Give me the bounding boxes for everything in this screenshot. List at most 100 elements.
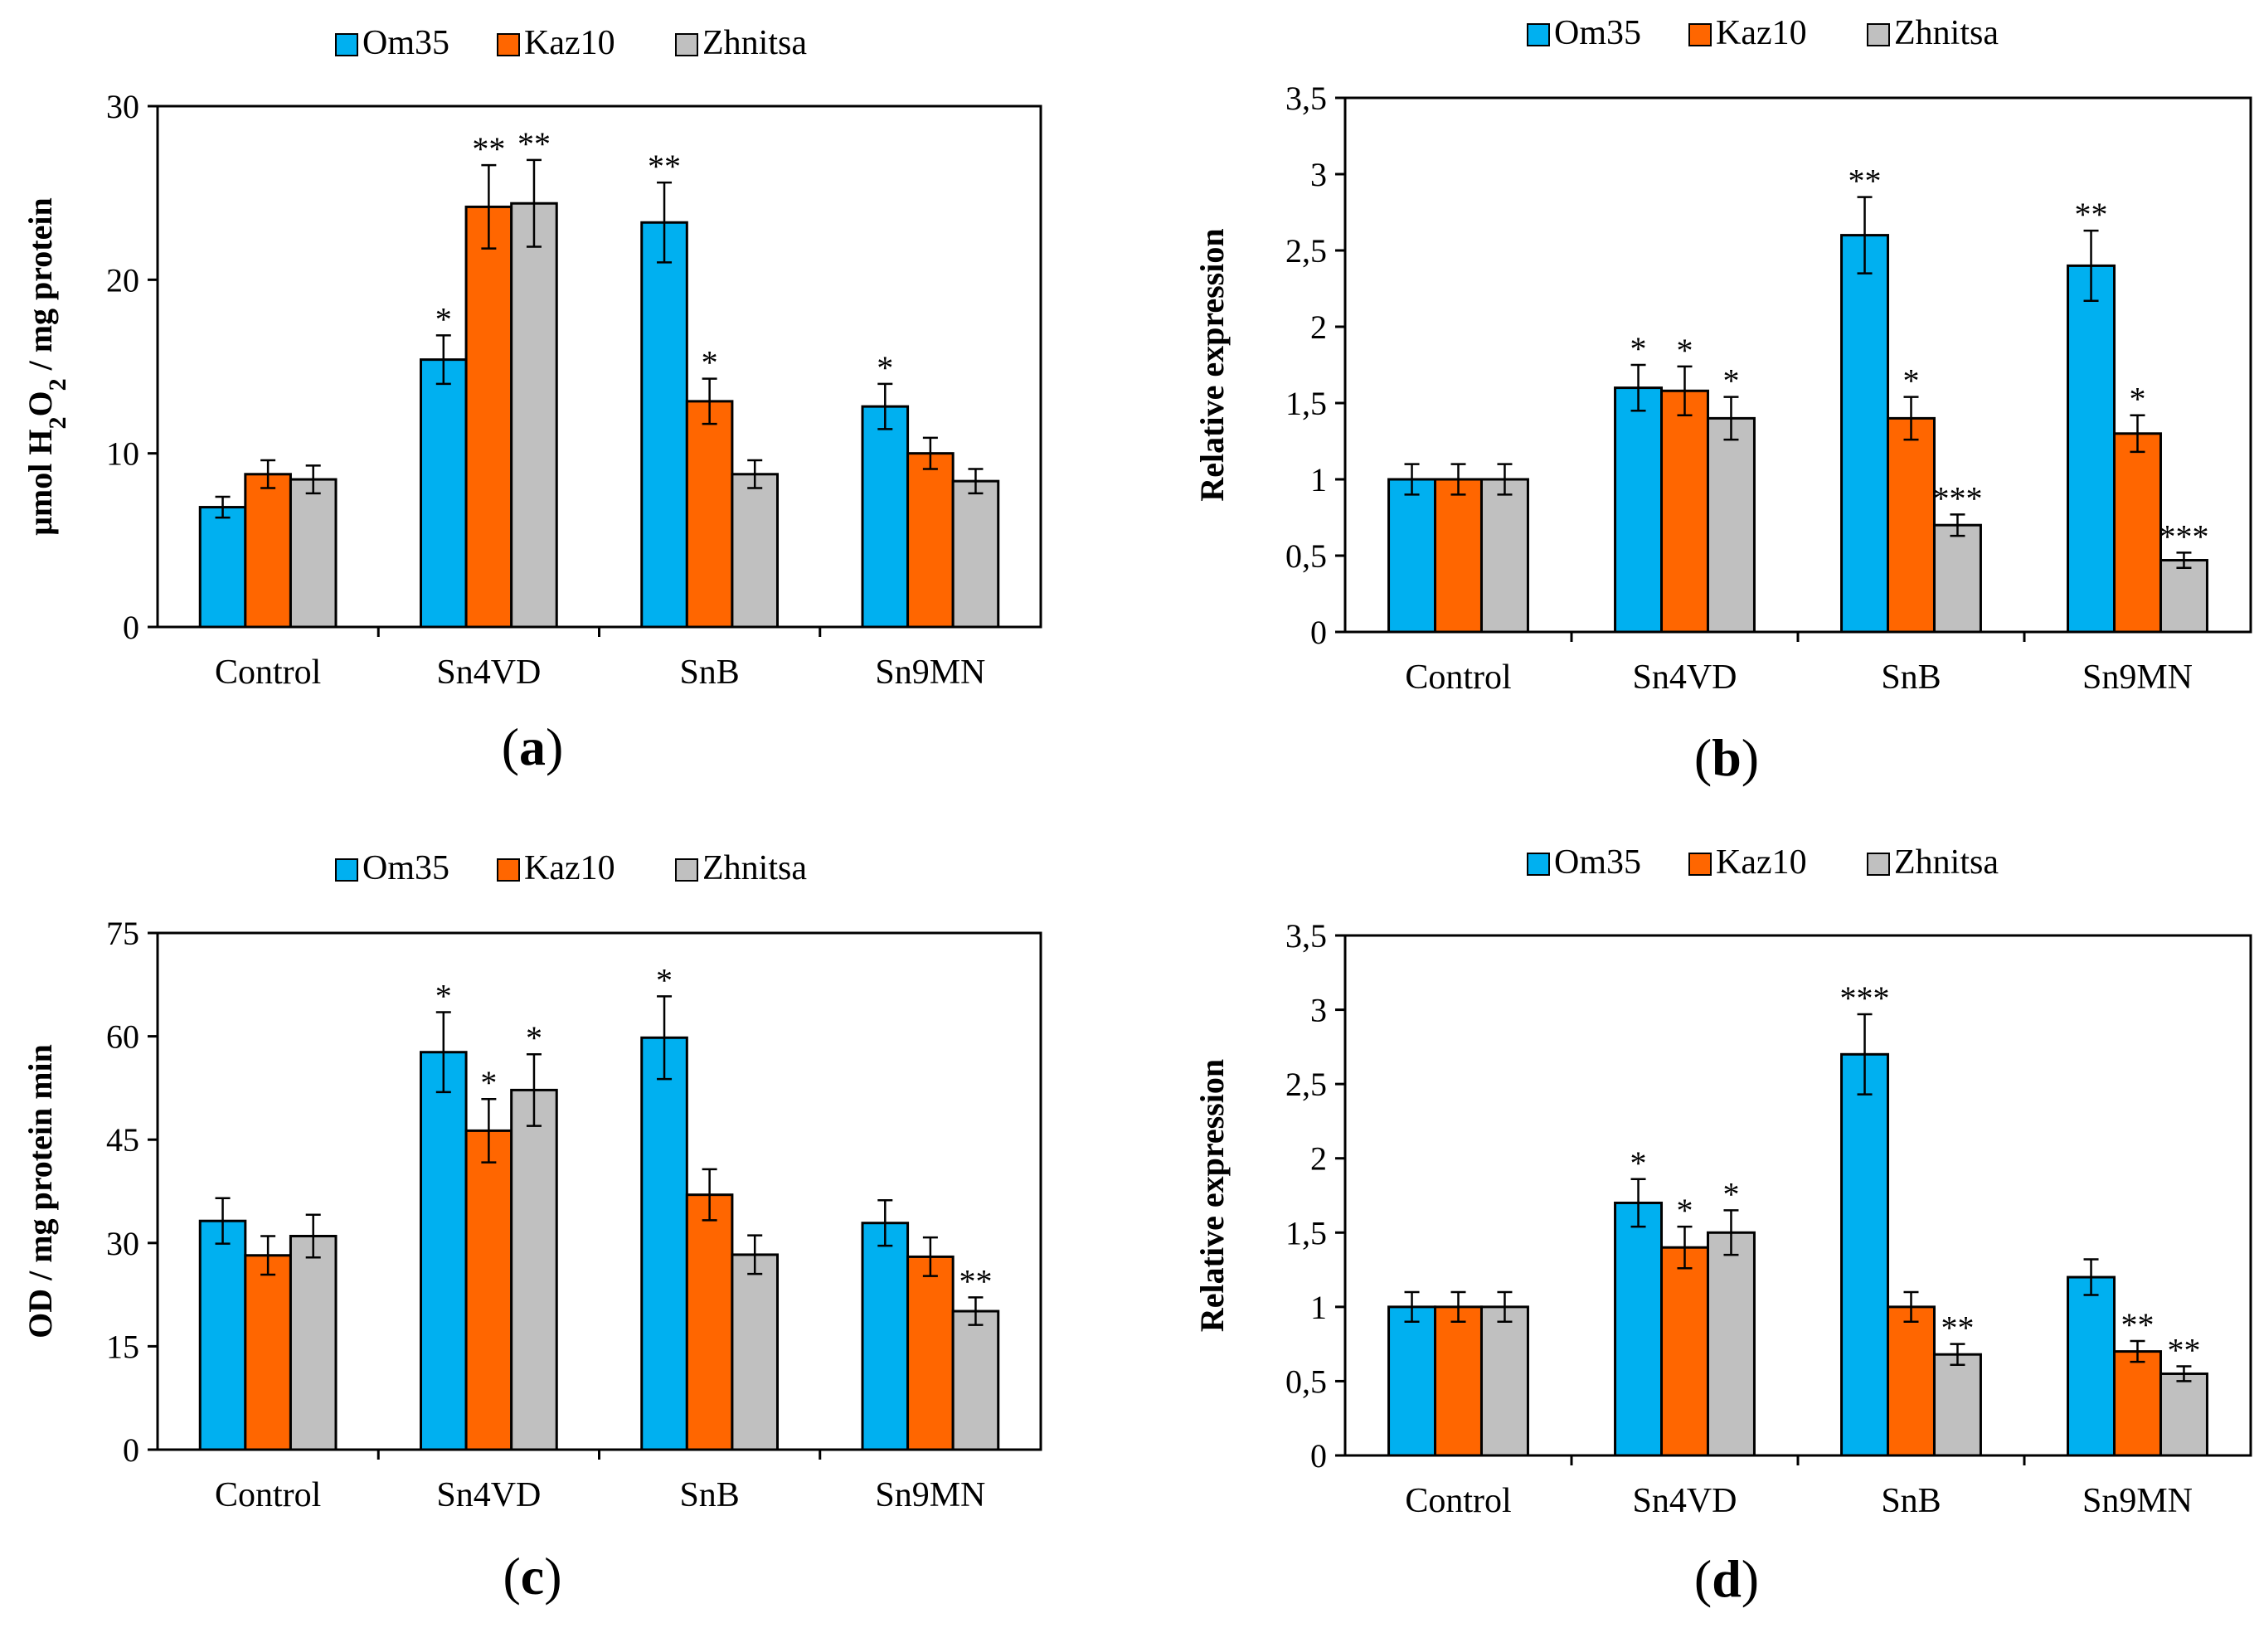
x-tick-label-sn9mn: Sn9MN	[2082, 658, 2193, 697]
bar-kaz10-sn9mn	[2113, 432, 2162, 634]
y-axis-label: OD / mg protein min	[22, 1044, 59, 1339]
legend-label-kaz10: Kaz10	[524, 849, 615, 887]
legend-label-om35: Om35	[1554, 843, 1641, 882]
legend-c: Om35 Kaz10 Zhnitsa	[335, 849, 807, 887]
x-tick-label-sn4vd: Sn4VD	[436, 1476, 541, 1514]
y-tick-label: 0	[123, 609, 139, 646]
x-tick-label-sn9mn: Sn9MN	[875, 654, 985, 692]
x-tick-label-control: Control	[1405, 1482, 1511, 1520]
bar-zhnitsa-sn9mn	[2159, 1372, 2208, 1457]
significance-mark: *	[2130, 381, 2146, 418]
y-tick-label: 15	[106, 1328, 139, 1365]
bar-kaz10-snb	[685, 1193, 734, 1451]
legend-swatch-kaz10	[1688, 853, 1712, 876]
y-tick-label: 0,5	[1285, 537, 1327, 575]
bar-om35-control	[198, 1219, 247, 1451]
bar-zhnitsa-control	[289, 478, 338, 629]
significance-mark: *	[1677, 1192, 1693, 1229]
y-tick-label: 3,5	[1285, 917, 1327, 955]
y-tick-label: 2,5	[1285, 232, 1327, 270]
bar-om35-sn9mn	[861, 405, 910, 629]
legend-label-zhnitsa: Zhnitsa	[702, 24, 807, 62]
x-tick-label-sn4vd: Sn4VD	[1632, 658, 1737, 697]
legend-label-om35: Om35	[362, 24, 449, 62]
legend-swatch-kaz10	[497, 33, 520, 56]
legend-swatch-kaz10	[497, 858, 520, 882]
y-tick-label: 2	[1310, 1140, 1327, 1178]
legend-d: Om35 Kaz10 Zhnitsa	[1527, 843, 1999, 882]
x-tick-label-sn9mn: Sn9MN	[2082, 1482, 2193, 1520]
bar-om35-control	[1387, 478, 1437, 634]
bar-kaz10-control	[244, 1254, 292, 1451]
x-tick-label-snb: SnB	[1881, 1482, 1941, 1520]
y-axis-label: Relative expression	[1193, 228, 1231, 501]
bar-om35-snb	[1840, 1052, 1890, 1457]
significance-mark: **	[2075, 196, 2108, 233]
significance-mark: *	[1903, 362, 1920, 400]
legend-label-om35: Om35	[362, 849, 449, 887]
bar-om35-sn4vd	[1614, 386, 1664, 634]
chart-panel-c: Om35 Kaz10 Zhnitsa 0 15 30 45 60 75 OD / mg prote…	[22, 849, 1042, 1606]
significance-mark: **	[1941, 1309, 1974, 1347]
bar-zhnitsa-snb	[1932, 1353, 1982, 1457]
y-tick-label: 3,5	[1285, 80, 1327, 117]
chart-panel-a: Om35 Kaz10 Zhnitsa 0 10 20 30 μmol H2O2 / mg pr…	[22, 24, 1042, 776]
chart-panel-d: Om35 Kaz10 Zhnitsa 0 0,5 1 1,5 2 2,5 3 3,5 Relative…	[1193, 843, 2252, 1608]
y-tick-label: 1	[1310, 1289, 1327, 1326]
y-tick-label: 2	[1310, 309, 1327, 346]
legend-swatch-om35	[335, 33, 358, 56]
bar-zhnitsa-sn4vd	[510, 202, 558, 629]
legend-label-zhnitsa: Zhnitsa	[1894, 843, 1999, 882]
x-tick-label-snb: SnB	[1881, 658, 1941, 697]
y-axis-label: μmol H2O2 / mg protein	[22, 197, 71, 536]
legend-a: Om35 Kaz10 Zhnitsa	[335, 24, 807, 62]
x-tick-label-snb: SnB	[679, 1476, 739, 1514]
bar-kaz10-sn4vd	[464, 1129, 513, 1451]
bar-zhnitsa-snb	[731, 1253, 779, 1451]
bar-zhnitsa-snb	[731, 473, 779, 629]
y-tick-label: 0	[123, 1431, 139, 1469]
significance-mark: *	[526, 1019, 542, 1057]
bar-om35-sn9mn	[2067, 1275, 2116, 1457]
bar-kaz10-sn9mn	[906, 1255, 955, 1451]
bar-kaz10-snb	[685, 400, 734, 629]
panel-label-d: (d)	[1694, 1549, 1759, 1608]
significance-mark: **	[517, 125, 551, 163]
bar-om35-snb	[1840, 234, 1890, 634]
significance-mark: **	[2167, 1332, 2200, 1369]
bar-kaz10-control	[244, 473, 292, 629]
significance-mark: **	[959, 1262, 992, 1300]
bar-kaz10-control	[1434, 478, 1483, 634]
significance-mark: **	[2121, 1306, 2155, 1343]
legend-label-zhnitsa: Zhnitsa	[702, 849, 807, 887]
bar-zhnitsa-sn9mn	[2159, 559, 2208, 634]
y-tick-label: 1,5	[1285, 1214, 1327, 1251]
y-tick-label: 60	[106, 1018, 139, 1056]
panel-label-c: (c)	[503, 1547, 561, 1606]
x-tick-label-control: Control	[215, 654, 321, 692]
legend-label-kaz10: Kaz10	[1716, 14, 1807, 52]
significance-mark: *	[435, 300, 452, 338]
bar-om35-sn9mn	[861, 1222, 910, 1451]
bar-zhnitsa-control	[1479, 1305, 1529, 1457]
legend-swatch-om35	[1527, 23, 1550, 46]
x-tick-label-control: Control	[1405, 658, 1511, 697]
y-tick-label: 20	[106, 261, 139, 299]
y-tick-label: 3	[1310, 992, 1327, 1029]
legend-swatch-zhnitsa	[1867, 853, 1890, 876]
legend-b: Om35 Kaz10 Zhnitsa	[1527, 14, 1999, 52]
significance-mark: *	[435, 978, 452, 1015]
legend-swatch-kaz10	[1688, 23, 1712, 46]
y-tick-label: 0,5	[1285, 1363, 1327, 1400]
bar-zhnitsa-control	[289, 1234, 338, 1451]
significance-mark: **	[1848, 163, 1882, 200]
significance-mark: *	[1722, 362, 1739, 400]
y-tick-label: 75	[106, 915, 139, 952]
y-tick-label: 0	[1310, 614, 1327, 651]
significance-mark: *	[1722, 1175, 1739, 1212]
bar-kaz10-snb	[1887, 416, 1936, 634]
bar-om35-sn4vd	[1614, 1201, 1664, 1457]
significance-mark: *	[1677, 332, 1693, 369]
bar-om35-snb	[640, 1036, 688, 1451]
significance-mark: *	[656, 961, 673, 998]
